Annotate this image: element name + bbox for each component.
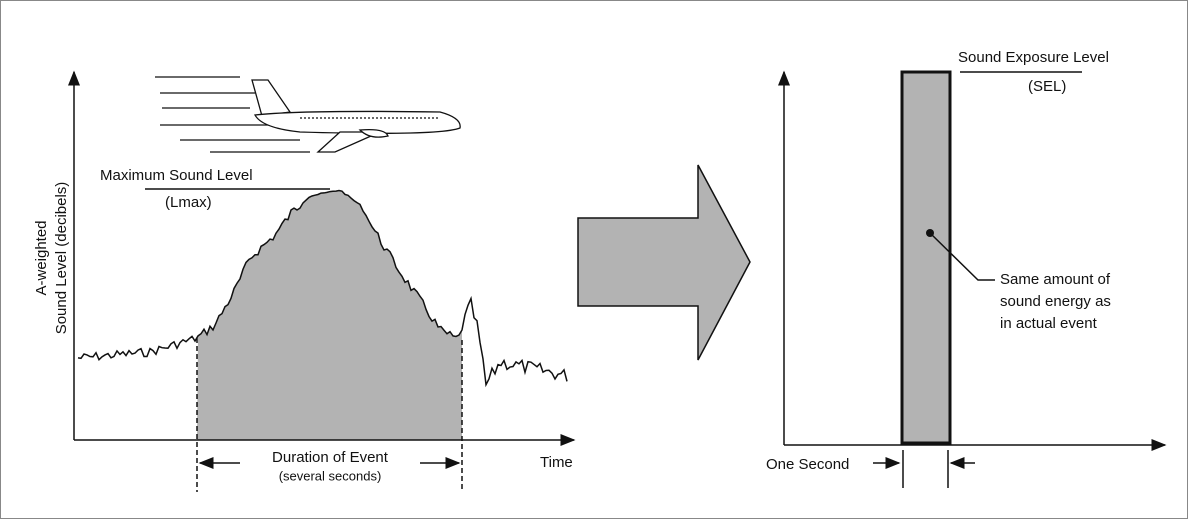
sel-label: Sound Exposure Level [958, 49, 1109, 66]
duration-label: Duration of Event [272, 449, 389, 466]
x-axis-label: Time [540, 454, 573, 471]
sel-bar [902, 72, 950, 443]
peak-abbr: (Lmax) [165, 194, 212, 211]
y-axis-label: Sound Level (decibels) [53, 182, 70, 335]
annotation: sound energy as [1000, 293, 1111, 310]
sel-abbr: (SEL) [1028, 78, 1066, 95]
width-label: One Second [766, 456, 849, 473]
peak-label: Maximum Sound Level [100, 167, 253, 184]
y-axis-label: A-weighted [33, 220, 50, 295]
annotation: in actual event [1000, 315, 1098, 332]
duration-note: (several seconds) [279, 468, 382, 483]
annotation: Same amount of [1000, 271, 1111, 288]
diagram: A-weighted Sound Level (decibels) Maximu… [0, 0, 1188, 519]
